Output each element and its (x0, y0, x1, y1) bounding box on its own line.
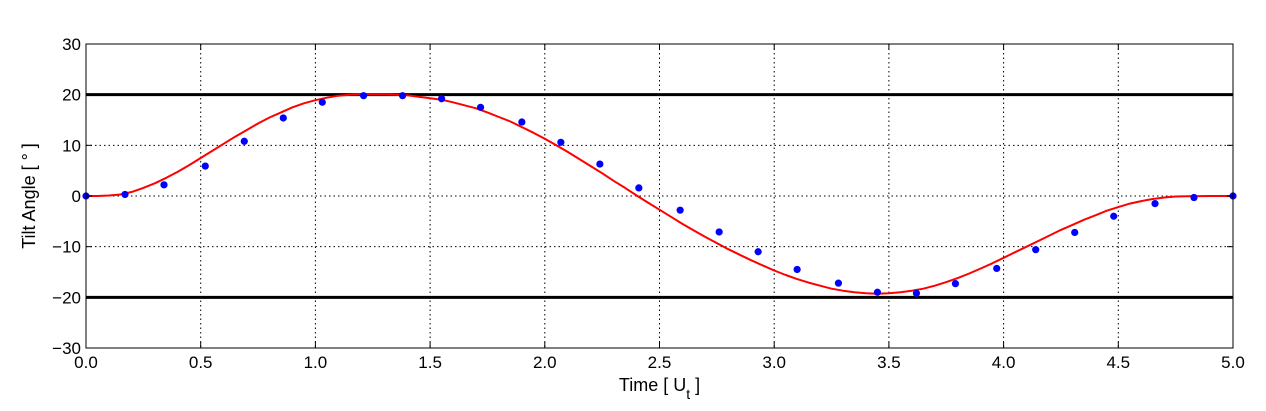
y-tick-label: −20 (52, 288, 81, 307)
data-point-marker (398, 92, 407, 100)
series-layer (82, 92, 1237, 297)
x-tick-label: 4.0 (992, 353, 1016, 372)
reference-lines (86, 93, 1233, 299)
data-point-marker (240, 137, 248, 145)
x-tick-label: 5.0 (1221, 353, 1245, 372)
data-point-marker (476, 103, 485, 111)
data-point-marker (318, 98, 326, 106)
data-point-marker (715, 228, 723, 236)
data-point-marker (201, 162, 209, 170)
data-point-marker (873, 288, 882, 296)
data-point-marker (279, 114, 287, 122)
data-point-marker (1110, 212, 1118, 220)
x-tick-label: 2.5 (648, 353, 672, 372)
data-point-marker (359, 92, 368, 100)
data-point-marker (993, 264, 1001, 273)
x-tick-label: 0.0 (74, 353, 98, 372)
x-axis-label-main: Time [ U (619, 375, 686, 395)
data-point-marker (160, 181, 168, 189)
data-point-marker (754, 248, 762, 256)
x-tick-label: 1.5 (418, 353, 442, 372)
data-point-marker (676, 206, 684, 214)
data-point-marker (437, 95, 446, 103)
x-axis-label-subscript: t (686, 386, 690, 402)
tilt-angle-curve (86, 93, 1233, 295)
data-point-marker (951, 280, 960, 288)
data-point-marker (1190, 193, 1198, 202)
y-tick-labels: −30 −20 −10 0 10 20 30 (52, 35, 81, 358)
y-axis-label: Tilt Angle [ ° ] (19, 143, 39, 249)
data-point-marker (1032, 246, 1040, 254)
x-axis-label-suffix: ] (690, 375, 700, 395)
y-tick-label: 20 (62, 86, 81, 105)
y-tick-label: 0 (72, 187, 81, 206)
x-tick-labels: 0.0 0.5 1.0 1.5 2.0 2.5 3.0 3.5 4.0 4.5 5.0 (74, 353, 1245, 372)
data-point-marker (635, 184, 643, 192)
x-tick-label: 1.0 (304, 353, 328, 372)
x-axis-label: Time [ Ut ] (619, 375, 700, 402)
data-point-marker (518, 118, 526, 126)
tick-marks (85, 43, 1234, 349)
data-point-marker (793, 265, 801, 274)
y-tick-label: −10 (52, 238, 81, 257)
x-tick-label: 3.5 (877, 353, 901, 372)
y-tick-label: 30 (62, 35, 81, 54)
data-point-marker (1151, 200, 1159, 208)
data-point-marker (121, 190, 129, 199)
y-tick-label: −30 (52, 339, 81, 358)
x-tick-label: 3.0 (762, 353, 786, 372)
y-tick-label: 10 (62, 136, 81, 155)
x-tick-label: 0.5 (189, 353, 213, 372)
x-tick-label: 2.0 (533, 353, 557, 372)
data-point-marker (1071, 228, 1079, 237)
x-tick-label: 4.5 (1106, 353, 1130, 372)
data-point-marker (912, 289, 921, 297)
data-point-marker (834, 279, 843, 287)
data-point-marker (596, 160, 604, 168)
data-point-marker (557, 138, 565, 146)
grid-lines (86, 44, 1233, 348)
